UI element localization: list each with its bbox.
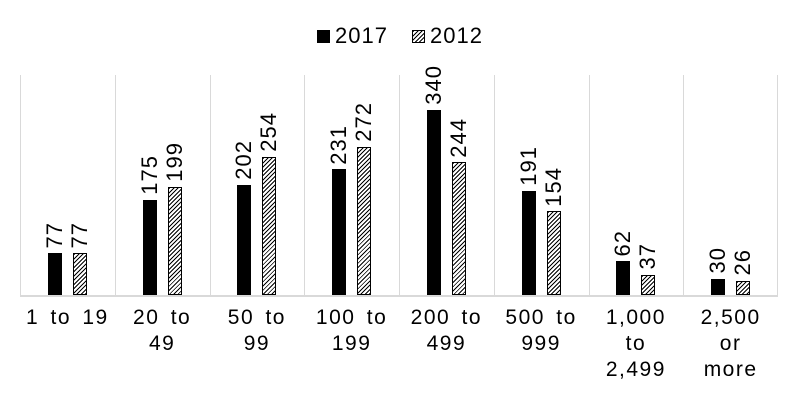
bar-value-2017-group2: 175: [136, 155, 162, 195]
bar-2017-group1: [47, 253, 62, 295]
x-axis-label-group4: 100 to 199: [315, 306, 388, 355]
bar-2012-group1: [72, 253, 87, 295]
bar-2012-group3: [262, 156, 277, 295]
bar-value-2017-group5: 340: [420, 65, 446, 105]
bar-value-2017-group1: 77: [41, 221, 67, 249]
bar-value-2012-group8: 26: [730, 249, 756, 276]
bar-2012-group4: [357, 147, 372, 295]
bar-2012-group7: [641, 274, 656, 295]
gridline: [493, 75, 495, 295]
legend-item-2017: 2017: [317, 25, 388, 47]
legend-item-2012: 2012: [412, 25, 483, 47]
bar-2017-group6: [521, 191, 536, 295]
legend-label-2017: 2017: [335, 23, 388, 48]
bar-2012-group5: [451, 162, 466, 295]
bar-value-2017-group7: 62: [610, 229, 636, 257]
gridline: [304, 75, 306, 295]
x-axis-labels: 1 to 19 20 to 49 50 to 99 100 to 199 200 to …: [20, 305, 778, 400]
bar-2012-group2: [167, 186, 182, 295]
bar-value-2017-group6: 191: [515, 146, 541, 187]
bar-value-2012-group2: 199: [161, 142, 187, 182]
bar-value-2012-group7: 37: [635, 243, 661, 270]
bar-value-2017-group3: 202: [231, 140, 257, 181]
gridline: [399, 75, 400, 295]
x-axis-label-group2: 20 to 49: [133, 306, 192, 355]
x-axis-label-group5: 200 to 499: [410, 306, 483, 355]
bar-2012-group8: [736, 280, 751, 295]
bar-2017-group4: [332, 169, 347, 295]
bar-value-2012-group4: 272: [351, 102, 377, 142]
bar-2012-group6: [546, 211, 561, 295]
bar-value-2012-group6: 154: [540, 166, 566, 207]
gridline: [20, 75, 21, 295]
legend-marker-solid-icon: [317, 29, 331, 43]
gridline: [777, 75, 778, 295]
bar-2017-group2: [142, 199, 157, 295]
x-axis-label-group3: 50 to 99: [227, 306, 286, 355]
plot-area: 77 77 175 199 202 254 231 272 340 244 191 154 62 37 30…: [20, 65, 778, 297]
bar-value-2017-group8: 30: [705, 247, 731, 274]
bar-2017-group5: [426, 110, 441, 295]
x-axis-label-group7: 1,000 to 2,499: [605, 306, 666, 381]
bar-2017-group3: [237, 185, 252, 295]
bar-value-2012-group5: 244: [445, 117, 471, 158]
bar-2017-group7: [616, 261, 631, 295]
bar-2017-group8: [711, 278, 726, 295]
x-axis-label-group6: 500 to 999: [505, 306, 577, 355]
bar-value-2012-group3: 254: [256, 112, 282, 152]
gridline: [114, 75, 116, 295]
gridline: [588, 75, 590, 295]
gridline: [683, 75, 685, 295]
chart-legend: 2017 2012: [0, 22, 800, 50]
bar-value-2012-group1: 77: [66, 221, 92, 249]
legend-label-2012: 2012: [430, 23, 483, 48]
gridline: [209, 75, 211, 295]
legend-marker-hatched-icon: [412, 29, 425, 43]
x-axis-label-group8: 2,500 or more: [700, 306, 761, 381]
x-axis-label-group1: 1 to 19: [26, 306, 109, 329]
bar-value-2017-group4: 231: [326, 124, 352, 165]
